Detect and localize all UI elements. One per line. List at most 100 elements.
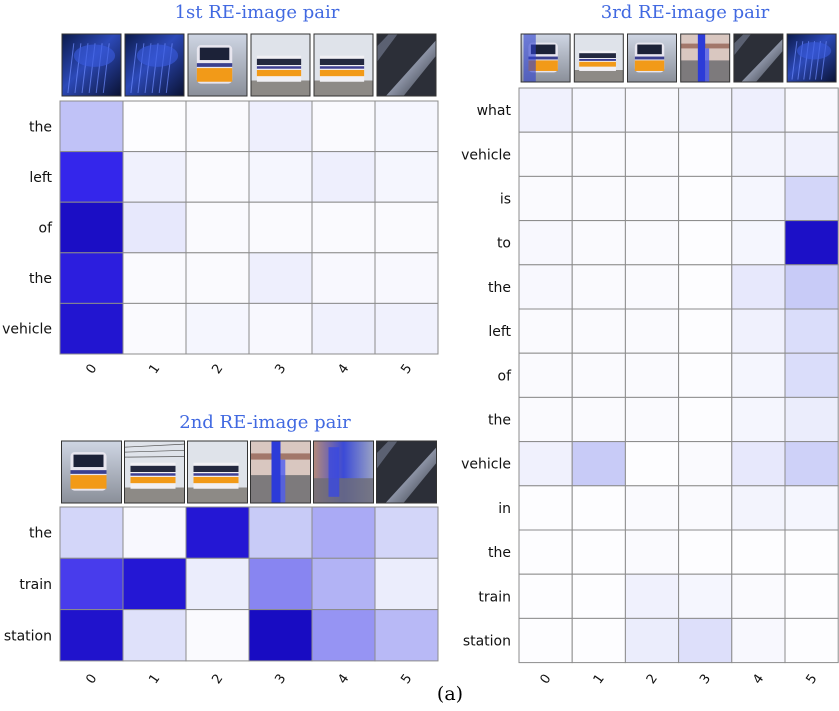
heatmap-cell bbox=[571, 529, 626, 575]
row-label: is bbox=[500, 192, 511, 208]
heatmap-cell bbox=[784, 617, 839, 664]
train-at-station-thumbnail-image bbox=[313, 33, 374, 97]
heatmap-cell bbox=[731, 573, 786, 619]
column-tick-label: 2 bbox=[644, 672, 661, 687]
heatmap-cell bbox=[374, 151, 439, 203]
heatmap-cell bbox=[731, 308, 786, 354]
row-label: the bbox=[29, 271, 52, 287]
heatmap-panel-2nd: 2nd RE-image pair the train station 0 1 2 3 4 5 bbox=[4, 412, 439, 687]
heatmap-cell bbox=[731, 220, 786, 266]
row-label: the bbox=[488, 280, 511, 296]
heatmap-cell bbox=[784, 529, 839, 575]
heatmap-cell bbox=[185, 302, 250, 355]
row-label: the bbox=[29, 119, 52, 135]
rail-track-close-thumbnail-image bbox=[376, 440, 437, 504]
heatmap-cells bbox=[59, 506, 439, 662]
row-label: the bbox=[488, 413, 511, 429]
heatmap-cell bbox=[374, 252, 439, 304]
heatmap-cell bbox=[374, 609, 439, 662]
row-label: the bbox=[488, 545, 511, 561]
heatmap-cell bbox=[678, 529, 733, 575]
heatmap-cell bbox=[59, 506, 124, 559]
heatmap-cell bbox=[571, 441, 626, 487]
heatmap-cell bbox=[185, 252, 250, 304]
row-label: train bbox=[478, 589, 511, 605]
heatmap-cell bbox=[59, 252, 124, 304]
heatmap-cell bbox=[311, 609, 376, 662]
column-labels: 0 1 2 3 4 5 bbox=[83, 672, 415, 687]
heatmap-cell bbox=[59, 201, 124, 254]
heatmap-cell bbox=[731, 396, 786, 443]
heatmap-cell bbox=[571, 396, 626, 443]
heatmap-cell bbox=[571, 308, 626, 354]
heatmap-cell bbox=[571, 220, 626, 266]
heatmap-cell bbox=[624, 308, 680, 354]
column-tick-label: 1 bbox=[146, 362, 163, 377]
heatmap-cell bbox=[571, 175, 626, 222]
heatmap-panel-1st: 1st RE-image pair the left of the vehicle 0 1… bbox=[2, 2, 439, 377]
heatmap-cell bbox=[784, 175, 839, 222]
heatmap-cell bbox=[248, 100, 313, 153]
panel-title: 3rd RE-image pair bbox=[601, 2, 770, 23]
heatmap-cell bbox=[678, 573, 733, 619]
heatmap-cell bbox=[731, 264, 786, 310]
column-tick-label: 2 bbox=[209, 672, 226, 687]
heatmap-cell bbox=[248, 609, 313, 662]
heatmap-cell bbox=[122, 302, 187, 355]
heatmap-cell bbox=[678, 131, 733, 177]
heatmap-cell bbox=[311, 151, 376, 203]
heatmap-cell bbox=[518, 175, 573, 222]
heatmap-cell bbox=[248, 252, 313, 304]
train-at-platform-thumbnail-image bbox=[250, 33, 311, 97]
heatmap-cell bbox=[311, 557, 376, 611]
heatmap-cell bbox=[678, 396, 733, 443]
heatmap-cell bbox=[678, 264, 733, 310]
heatmap-cell bbox=[122, 557, 187, 611]
heatmap-cell bbox=[624, 573, 680, 619]
orange-train-front-thumbnail-image bbox=[187, 33, 248, 97]
heatmap-cell bbox=[518, 308, 573, 354]
heatmap-cell bbox=[678, 441, 733, 487]
heatmap-cell bbox=[784, 308, 839, 354]
column-tick-label: 4 bbox=[335, 362, 352, 377]
panel-title: 2nd RE-image pair bbox=[179, 412, 351, 433]
row-label: of bbox=[498, 368, 513, 384]
heatmap-cell bbox=[624, 352, 680, 398]
heatmap-cell bbox=[518, 87, 573, 133]
row-label: train bbox=[19, 577, 52, 593]
column-tick-label: 3 bbox=[697, 672, 714, 687]
heatmap-cell bbox=[678, 308, 733, 354]
heatmap-cell bbox=[248, 201, 313, 254]
column-tick-label: 0 bbox=[537, 672, 554, 687]
heatmap-cell bbox=[678, 617, 733, 664]
heatmap-cell bbox=[784, 352, 839, 398]
row-label: vehicle bbox=[461, 147, 511, 163]
heatmap-cell bbox=[185, 201, 250, 254]
column-tick-label: 5 bbox=[803, 672, 820, 687]
heatmap-cell bbox=[784, 441, 839, 487]
heatmap-cell bbox=[624, 220, 680, 266]
heatmap-cell bbox=[624, 396, 680, 443]
heatmap-cell bbox=[518, 485, 573, 531]
heatmap-cell bbox=[122, 506, 187, 559]
train-at-platform-thumbnail-image bbox=[187, 440, 248, 504]
blue-car-closeup-thumbnail-image bbox=[786, 33, 837, 83]
heatmap-cell bbox=[374, 506, 439, 559]
heatmap-cell bbox=[185, 609, 250, 662]
column-tick-label: 1 bbox=[591, 672, 608, 687]
column-tick-label: 5 bbox=[398, 672, 415, 687]
blue-post-platform-thumbnail-image bbox=[680, 33, 731, 83]
heatmap-cell bbox=[571, 573, 626, 619]
heatmap-cell bbox=[784, 396, 839, 443]
heatmap-cell bbox=[185, 100, 250, 153]
row-labels: what vehicle is to the left of the vehicle in the t… bbox=[461, 103, 512, 649]
heatmap-cell bbox=[122, 609, 187, 662]
train-at-platform-thumbnail-image bbox=[573, 33, 624, 83]
heatmap-cell bbox=[571, 131, 626, 177]
heatmap-cell bbox=[731, 485, 786, 531]
heatmap-cell bbox=[248, 302, 313, 355]
heatmap-cell bbox=[518, 529, 573, 575]
heatmap-cell bbox=[518, 264, 573, 310]
heatmap-cell bbox=[518, 441, 573, 487]
